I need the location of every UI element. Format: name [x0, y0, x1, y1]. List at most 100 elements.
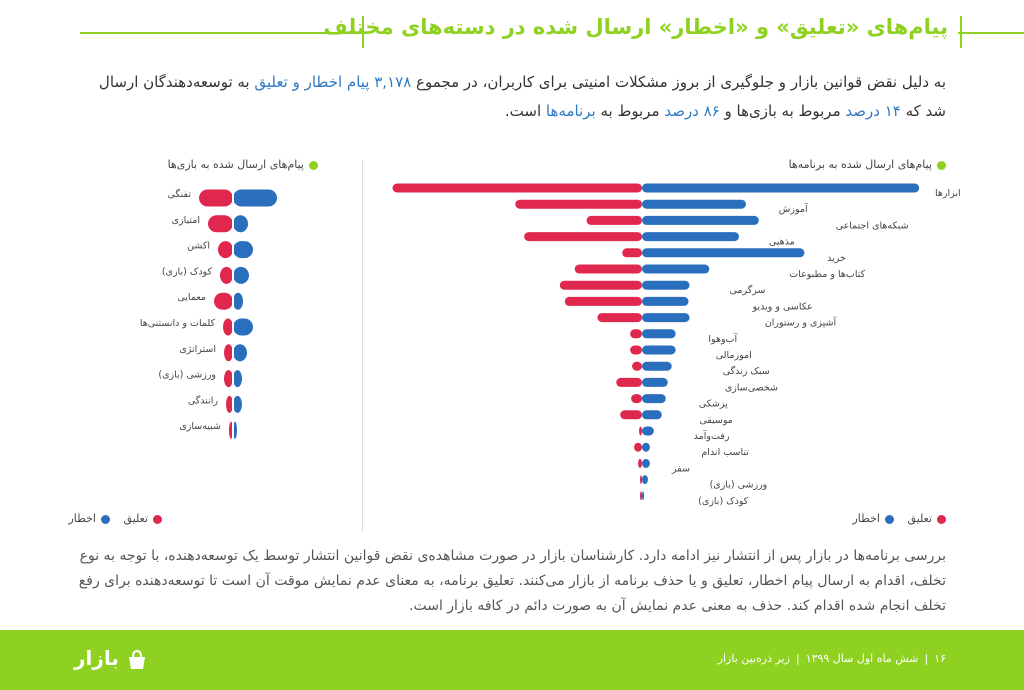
suspension-bar: [597, 313, 642, 323]
category-label: رانندگی: [188, 394, 219, 406]
warning-bar: [642, 280, 690, 290]
category-label: آشپزی و رستوران: [765, 316, 837, 329]
intro-highlight-games: ۱۴ درصد: [845, 102, 901, 120]
suspension-bar: [224, 344, 233, 362]
suspension-bar: [564, 296, 642, 306]
warning-bar: [642, 248, 805, 258]
suspension-bar: [630, 345, 642, 355]
warning-bar: [642, 361, 672, 371]
legend-suspension: تعلیق: [907, 512, 946, 525]
suspension-bar: [638, 458, 642, 468]
suspension-bar: [224, 370, 233, 388]
bazaar-logo: بازار: [74, 646, 148, 671]
suspension-bar: [199, 189, 233, 207]
warning-bar: [642, 264, 710, 274]
suspension-bar: [632, 361, 642, 371]
warning-bar: [642, 475, 648, 485]
shopping-bag-icon: [128, 649, 145, 669]
bar-divider: [232, 215, 234, 233]
legend-warning: اخطار: [852, 512, 894, 525]
warning-bar: [642, 313, 690, 323]
category-label: ورزشی (بازی): [710, 480, 768, 491]
warning-bar: [233, 318, 253, 336]
warning-bar: [642, 199, 746, 209]
category-label: سفر: [671, 463, 690, 474]
category-label: تفنگی: [168, 188, 192, 200]
category-label: شبیه‌سازی: [179, 421, 221, 432]
panel-divider: [362, 160, 363, 532]
warning-bar: [233, 266, 249, 284]
warning-bar: [233, 292, 243, 310]
games-chart-title-label: پیام‌های ارسال شده به بازی‌ها: [167, 158, 304, 171]
suspension-bar: [559, 280, 642, 290]
warning-bar: [233, 344, 247, 362]
games-legend: تعلیق اخطار: [58, 512, 162, 525]
title-line-right: [958, 32, 1024, 34]
category-label: مذهبی: [769, 237, 795, 248]
footer-separator: |: [924, 652, 929, 665]
legend-suspension-label: تعلیق: [123, 512, 148, 525]
title-line-left: [80, 32, 362, 34]
suspension-bar: [631, 394, 642, 404]
apps-bar-chart: ابزارها آموزش شبکه‌های اجتماعی مذهبی خرید کتا…: [392, 183, 961, 507]
bar-divider: [232, 266, 234, 284]
title-frame: [362, 16, 962, 48]
warning-dot-icon: [884, 514, 894, 524]
warning-bar: [642, 329, 676, 339]
footer-bar: [0, 630, 1024, 690]
apps-chart-title: پیام‌های ارسال شده به برنامه‌ها: [789, 158, 946, 171]
warning-bar: [233, 215, 248, 233]
category-label: خرید: [827, 253, 846, 264]
legend-suspension: تعلیق: [123, 512, 162, 525]
intro-highlight-apps-label: برنامه‌ها: [545, 102, 596, 120]
category-label: اکشن: [187, 241, 210, 252]
category-label: کتاب‌ها و مطبوعات: [789, 269, 865, 280]
footer-period: شش ماه اول سال ۱۳۹۹: [805, 652, 919, 665]
legend-warning: اخطار: [68, 512, 110, 525]
warning-bar: [642, 394, 666, 404]
intro-paragraph: به دلیل نقض قوانین بازار و جلوگیری از بر…: [76, 68, 946, 126]
bar-divider: [232, 370, 234, 388]
suspension-bar: [620, 410, 642, 420]
warning-bar: [642, 183, 920, 193]
category-label: امتیازی: [172, 215, 200, 226]
suspension-bar: [214, 292, 233, 310]
footer-separator: |: [795, 652, 800, 665]
suspension-bar: [616, 377, 642, 387]
warning-bar: [233, 370, 242, 388]
warning-bar: [642, 458, 650, 468]
category-label: ابزارها: [935, 188, 961, 199]
suspension-bar: [634, 442, 642, 452]
games-chart-title: پیام‌های ارسال شده به بازی‌ها: [168, 158, 318, 171]
apps-legend: تعلیق اخطار: [842, 512, 946, 525]
category-label: سبک زندگی: [723, 365, 770, 377]
bar-divider: [232, 189, 234, 207]
footer-info: ۱۶ | شش ماه اول سال ۱۳۹۹ | زیر ذره‌بین بازار: [718, 652, 946, 665]
footer-report-name: زیر ذره‌بین بازار: [717, 652, 790, 665]
category-label: شبکه‌های اجتماعی: [836, 220, 909, 231]
warning-bar: [233, 189, 277, 207]
intro-text-4: مربوط به: [595, 102, 665, 120]
suspension-dot-icon: [153, 514, 162, 524]
category-label: آموزش: [779, 202, 808, 215]
bar-divider: [232, 344, 234, 362]
category-label: آب‌وهوا: [708, 332, 737, 345]
category-label: معمایی: [177, 292, 206, 303]
category-label: پزشکی: [699, 399, 728, 410]
intro-highlight-apps: ۸۶ درصد: [664, 102, 720, 120]
warning-bar: [642, 215, 759, 225]
category-label: کودک (بازی): [162, 266, 213, 277]
intro-text-1: به دلیل نقض قوانین بازار و جلوگیری از بر…: [411, 73, 946, 91]
intro-text-5: است.: [504, 102, 546, 120]
apps-title-dot-icon: [937, 160, 946, 170]
intro-text-3: مربوط به بازی‌ها و: [719, 102, 846, 120]
suspension-bar: [574, 264, 642, 274]
bar-divider: [232, 421, 234, 439]
suspension-bar: [223, 318, 233, 336]
category-label: ورزشی (بازی): [158, 370, 216, 381]
page-number: ۱۶: [934, 652, 946, 665]
legend-warning-label: اخطار: [852, 512, 880, 525]
suspension-bar: [226, 395, 233, 413]
suspension-bar: [622, 248, 642, 258]
category-label: کلمات و دانستنی‌ها: [140, 318, 216, 329]
